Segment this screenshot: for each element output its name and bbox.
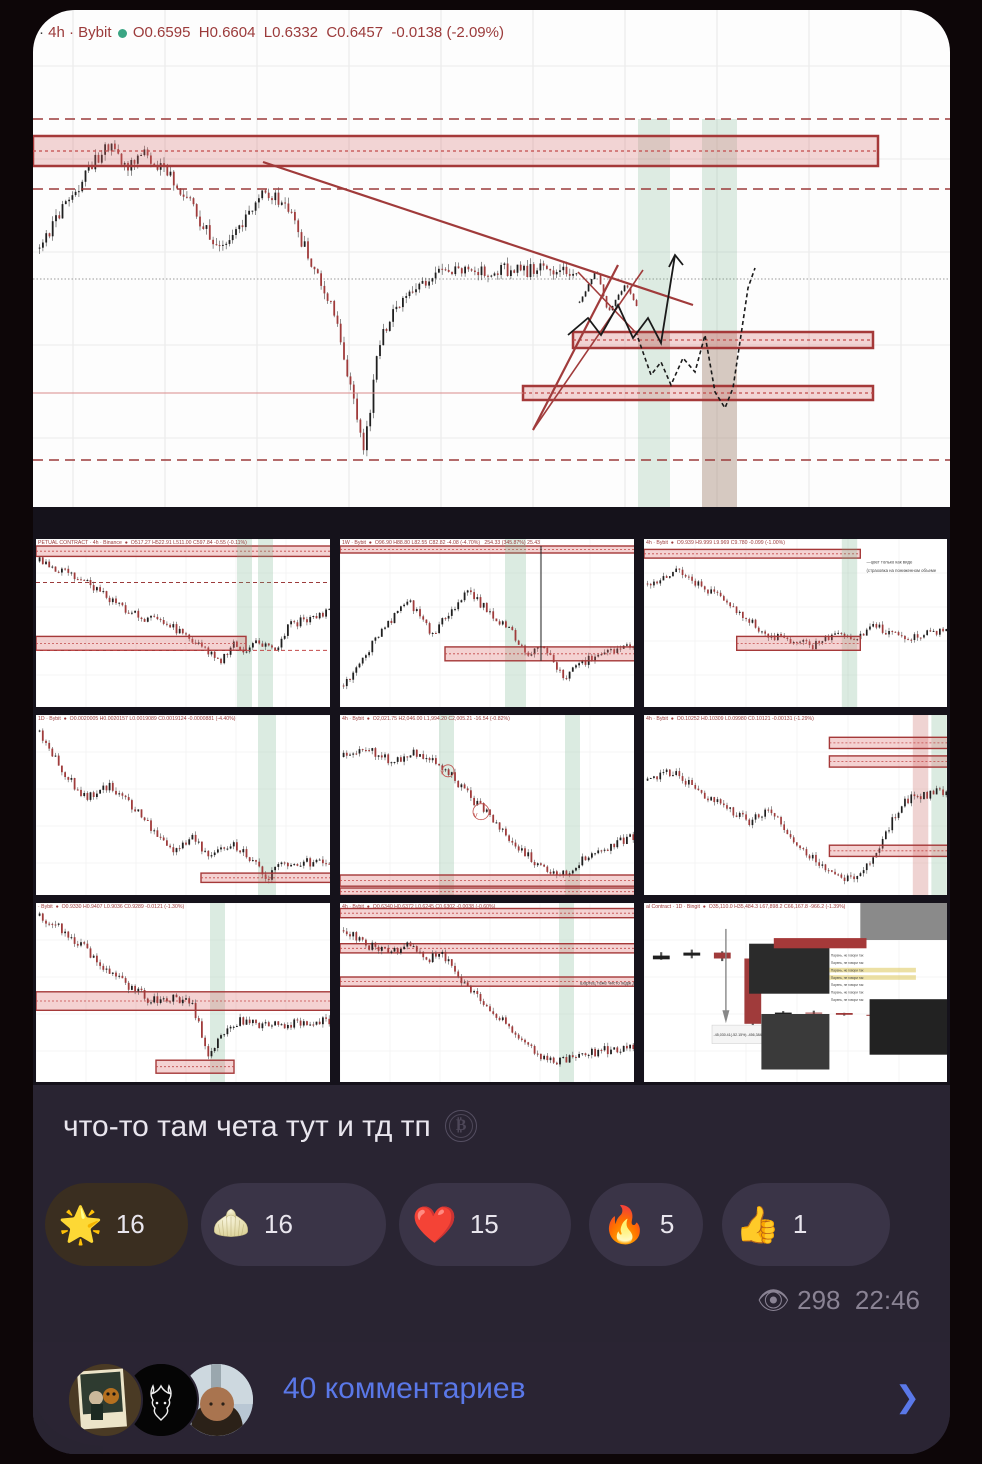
svg-text:Парень, не говори так: Парень, не говори так: [831, 969, 864, 973]
svg-text:Парень, не говори так: Парень, не говори так: [831, 998, 864, 1002]
svg-text:Парень, не говори так: Парень, не говори так: [831, 954, 864, 958]
svg-text:Парень, не говори так: Парень, не говори так: [831, 983, 864, 987]
svg-text:Парень, не говори так: Парень, не говори так: [831, 961, 864, 965]
svg-text:(страховка на пониженном объем: (страховка на пониженном объеме: [867, 568, 937, 573]
svg-text:Парень, не говори так: Парень, не говори так: [831, 976, 864, 980]
svg-text:V: V: [474, 813, 478, 819]
svg-text:—цвет только как виде: —цвет только как виде: [867, 559, 914, 564]
svg-text:-45,030.41(-52.15%) -456,384: -45,030.41(-52.15%) -456,384: [714, 1033, 762, 1037]
svg-text:шортец тоже чисто хедж дл: шортец тоже чисто хедж дл: [580, 980, 637, 985]
svg-text:Парень, не говори так: Парень, не говори так: [831, 991, 864, 995]
